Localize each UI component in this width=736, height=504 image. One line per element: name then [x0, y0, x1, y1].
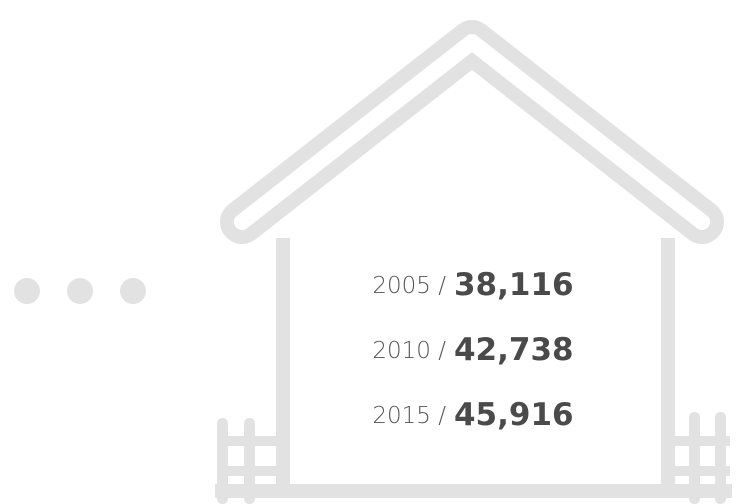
year-label: 2015 / — [372, 403, 446, 429]
fence-post — [715, 412, 726, 504]
fence-post — [244, 418, 255, 504]
year-label: 2005 / — [372, 273, 446, 299]
dots — [14, 278, 146, 304]
dot — [14, 278, 40, 304]
roof-inner — [234, 34, 710, 230]
fence-left — [217, 418, 279, 504]
fence-rail — [672, 436, 730, 446]
house-icon — [215, 20, 732, 498]
figure-line: 2005 / 38,116 — [372, 267, 573, 303]
dot — [67, 278, 93, 304]
year-label: 2010 / — [372, 338, 446, 364]
roof — [220, 20, 724, 244]
figures: 2005 / 38,116 2010 / 42,738 2015 / 45,916 — [372, 267, 573, 433]
fence-rail — [672, 466, 730, 476]
fence-post — [217, 418, 228, 504]
fence-rail — [217, 436, 279, 446]
figure-value: 45,916 — [454, 397, 574, 433]
dot — [120, 278, 146, 304]
fence-right — [672, 412, 730, 504]
figure-value: 38,116 — [454, 267, 574, 303]
fence-rail — [217, 466, 279, 476]
figure-line: 2010 / 42,738 — [372, 332, 573, 368]
figure-value: 42,738 — [454, 332, 574, 368]
fence-post — [689, 412, 700, 504]
figure-line: 2015 / 45,916 — [372, 397, 573, 433]
